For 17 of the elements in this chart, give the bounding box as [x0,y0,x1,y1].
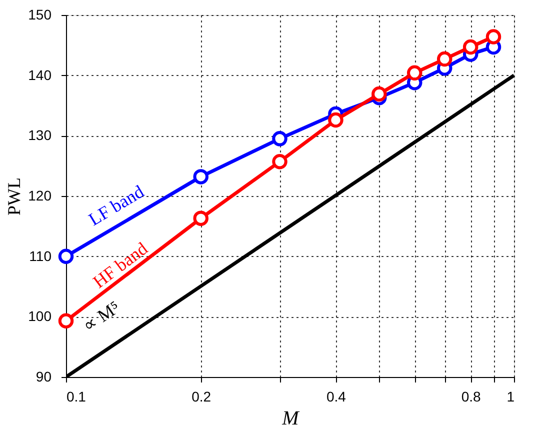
y-tick-label: 150 [28,6,52,22]
y-tick-label: 140 [28,66,52,83]
y-tick-label: 130 [28,127,52,144]
x-tick-label: 0.1 [66,388,86,404]
y-tick-label: 120 [28,188,52,204]
text: ∝ M⁵ [79,296,124,336]
y-tick-label: 100 [28,308,52,324]
x-tick-label: 1 [506,388,515,404]
y-tick-label: 110 [29,248,52,264]
text: LF band [85,181,148,230]
x-axis-title: M [281,408,300,430]
x-tick-label: 0.8 [461,388,482,404]
text: HF band [89,238,152,292]
y-tick-label: 90 [36,368,52,384]
y-axis-title: PWL [4,178,24,216]
x-tick-label: 0.4 [326,388,346,404]
x-tick-label: 0.2 [192,388,212,404]
